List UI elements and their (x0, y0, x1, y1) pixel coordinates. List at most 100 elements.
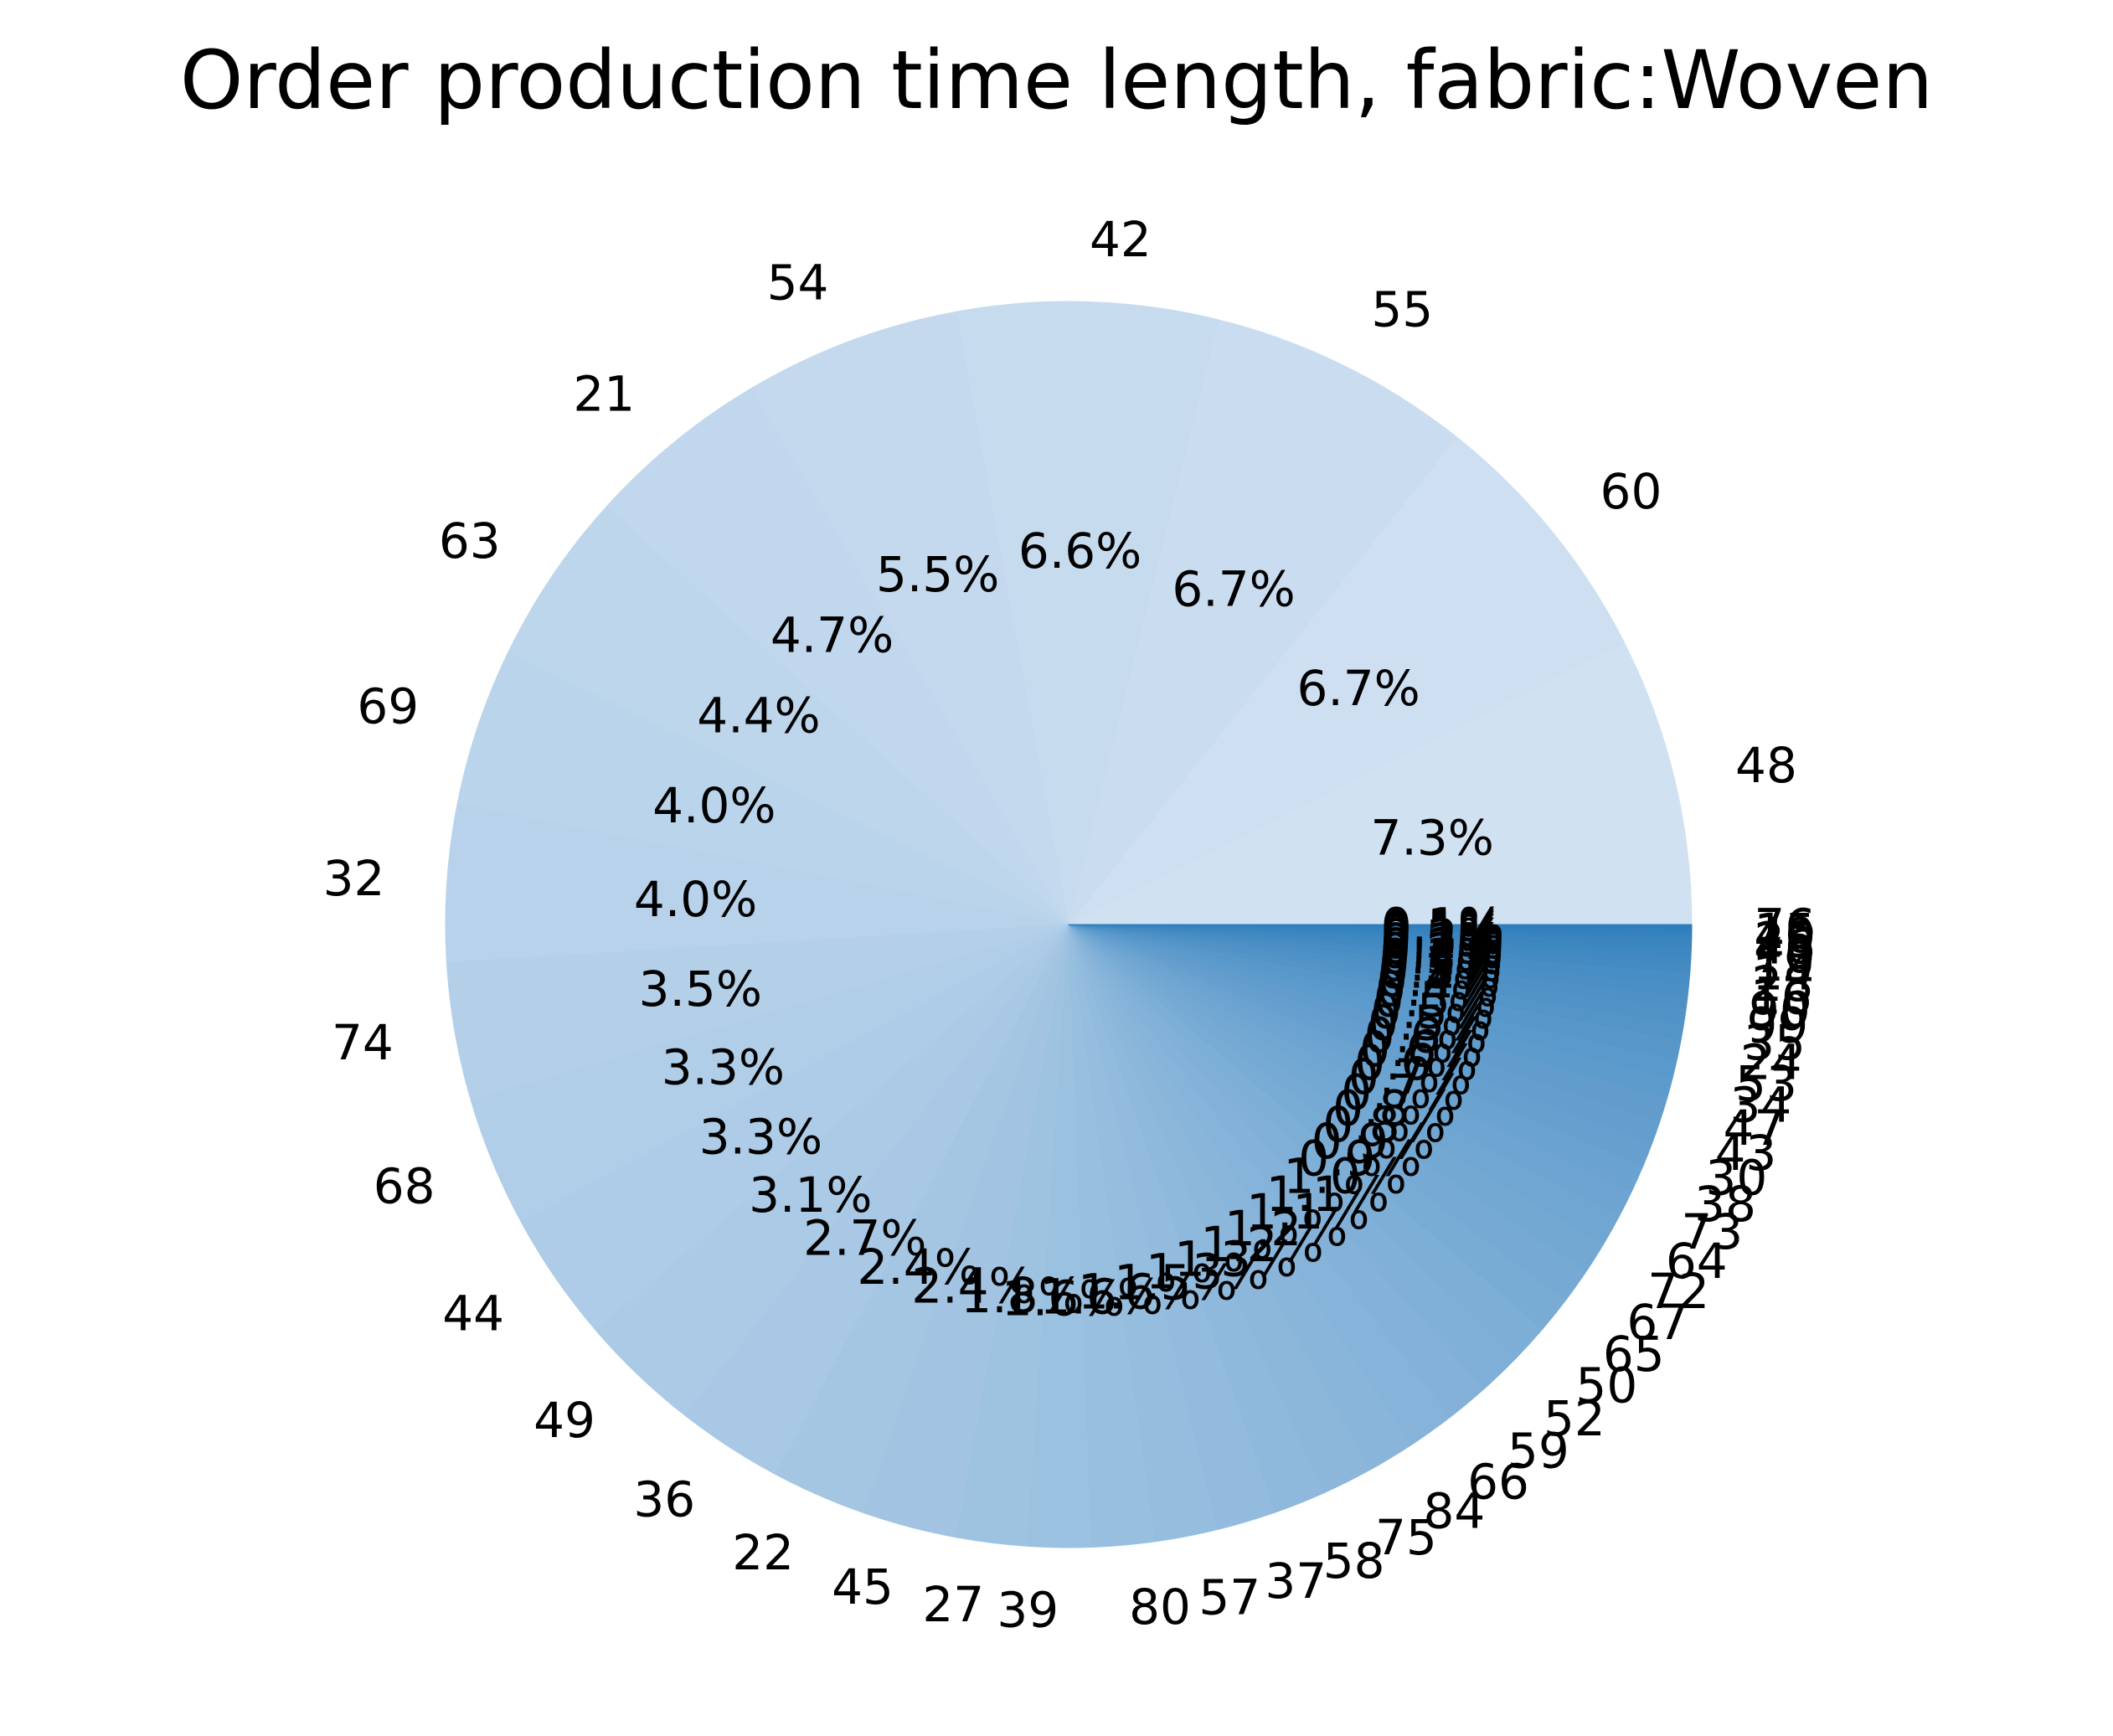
slice-label-22: 22 (732, 1524, 794, 1581)
slice-label-80: 80 (1129, 1579, 1191, 1636)
slice-label-73: 73 (1681, 1203, 1743, 1260)
slice-percent-44: 3.3% (699, 1108, 822, 1165)
slice-percent-47: 0.6% (1364, 1007, 1487, 1064)
slice-label-42: 42 (1090, 211, 1152, 268)
slice-label-14: 14 (1752, 945, 1814, 1002)
slice-percent-58: 1.3% (1146, 1244, 1269, 1301)
slice-label-76: 76 (1754, 899, 1816, 956)
slice-label-59: 59 (1507, 1423, 1569, 1480)
slice-label-84: 84 (1424, 1482, 1486, 1539)
slice-percent-46: 0.2% (1380, 908, 1503, 965)
slice-label-67: 67 (1626, 1294, 1688, 1351)
slice-percent-60: 6.7% (1296, 660, 1420, 717)
slice-percent-66: 1.2% (1224, 1200, 1348, 1257)
slice-label-45: 45 (832, 1558, 894, 1615)
slice-label-55: 55 (1371, 281, 1433, 338)
slice-percent-59: 1.1% (1246, 1183, 1369, 1240)
pie-slice-54 (750, 311, 1069, 925)
slice-label-68: 68 (374, 1157, 435, 1214)
slice-percent-14: 0.2% (1380, 922, 1503, 979)
slice-label-36: 36 (633, 1471, 695, 1527)
slice-percent-75: 1.3% (1174, 1230, 1297, 1287)
pie-slice-21 (606, 388, 1069, 925)
slice-label-90: 90 (1749, 981, 1811, 1038)
slice-label-72: 72 (1647, 1263, 1709, 1320)
slice-percent-72: 0.8% (1322, 1096, 1446, 1153)
slice-percent-40: 0.1% (1381, 902, 1504, 959)
slice-label-27: 27 (922, 1576, 984, 1633)
slice-percent-67: 0.9% (1312, 1113, 1435, 1170)
pie-slice-69 (456, 652, 1069, 925)
slice-label-49: 49 (533, 1392, 595, 1449)
slice-percent-36: 2.7% (803, 1209, 926, 1266)
slice-label-99: 99 (1746, 997, 1808, 1053)
slice-percent-99: 0.4% (1377, 951, 1500, 1008)
slice-label-57: 57 (1198, 1569, 1260, 1626)
slice-label-39: 39 (997, 1581, 1059, 1638)
slice-label-28: 28 (1751, 956, 1813, 1012)
slice-percent-84: 1.2% (1200, 1216, 1323, 1273)
slice-percent-24: 0.5% (1373, 971, 1497, 1028)
slice-label-58: 58 (1323, 1533, 1385, 1589)
slice-percent-80: 1.6% (1040, 1269, 1163, 1326)
slice-label-40: 40 (1754, 907, 1816, 964)
slice-label-19: 19 (1753, 935, 1815, 992)
slice-label-46: 46 (1754, 918, 1816, 975)
slice-percent-48: 7.3% (1371, 809, 1494, 866)
slice-percent-53: 0.5% (1371, 983, 1494, 1040)
slice-label-25: 25 (1754, 911, 1816, 968)
slice-percent-64: 0.8% (1332, 1079, 1456, 1136)
slice-percent-34: 0.5% (1368, 994, 1491, 1051)
slice-percent-73: 0.7% (1341, 1064, 1464, 1120)
slice-label-47: 47 (1723, 1100, 1785, 1156)
labels-layer: 48 7.3% 60 6.7% 55 6.7% 42 6.6% 54 5.5% 21 4.7% 63 4.… (323, 211, 1817, 1638)
slice-label-34: 34 (1730, 1076, 1792, 1133)
slice-percent-54: 5.5% (876, 546, 999, 603)
slices-layer (445, 301, 1693, 1548)
slice-percent-22: 2.4% (857, 1239, 980, 1296)
slice-label-38: 38 (1694, 1176, 1756, 1233)
slice-label-54: 54 (767, 254, 829, 311)
slice-percent-50: 1.0% (1284, 1147, 1407, 1204)
slice-label-35: 35 (1744, 1014, 1806, 1071)
pie-slice-60 (1068, 436, 1626, 925)
slice-percent-49: 3.1% (749, 1167, 872, 1223)
slice-percent-42: 6.6% (1018, 523, 1142, 580)
slice-percent-63: 4.4% (697, 687, 820, 744)
slice-label-43: 43 (1715, 1125, 1777, 1182)
slice-label-70: 70 (1754, 927, 1816, 984)
slice-percent-68: 3.3% (662, 1038, 785, 1095)
slice-percent-38: 0.7% (1348, 1048, 1471, 1105)
slice-percent-69: 4.0% (652, 777, 776, 834)
slice-label-32: 32 (323, 850, 385, 907)
slice-percent-32: 4.0% (634, 871, 757, 928)
slice-percent-74: 3.5% (639, 961, 762, 1017)
slice-label-44: 44 (442, 1285, 504, 1342)
slice-percent-35: 0.4% (1375, 961, 1498, 1017)
slice-percent-27: 1.8% (961, 1267, 1084, 1324)
slice-percent-52: 1.1% (1266, 1166, 1389, 1223)
pie-slice-63 (508, 506, 1069, 925)
slice-percent-37: 1.5% (1114, 1254, 1237, 1311)
slice-percent-16: 0.3% (1379, 935, 1502, 992)
slice-percent-45: 2.4% (911, 1258, 1034, 1315)
slice-percent-21: 4.7% (770, 606, 894, 663)
slice-percent-76: 0.1% (1381, 897, 1504, 954)
slice-label-60: 60 (1600, 463, 1662, 520)
pie-slice-55 (1068, 319, 1458, 925)
slice-label-69: 69 (357, 677, 419, 734)
pie-slice-48 (1068, 642, 1693, 925)
slice-label-50: 50 (1575, 1357, 1637, 1414)
slice-percent-55: 6.7% (1172, 560, 1295, 617)
slice-percent-43: 0.6% (1359, 1021, 1482, 1078)
slice-label-66: 66 (1467, 1454, 1529, 1511)
slice-percent-30: 0.6% (1354, 1034, 1477, 1091)
slice-label-75: 75 (1375, 1509, 1437, 1566)
slice-label-15: 15 (1754, 903, 1816, 960)
slice-label-64: 64 (1666, 1233, 1728, 1290)
slice-label-30: 30 (1705, 1150, 1767, 1207)
slice-percent-28: 0.3% (1379, 929, 1502, 986)
slice-percent-90: 0.3% (1378, 943, 1501, 1000)
pie-slice-42 (956, 301, 1219, 925)
